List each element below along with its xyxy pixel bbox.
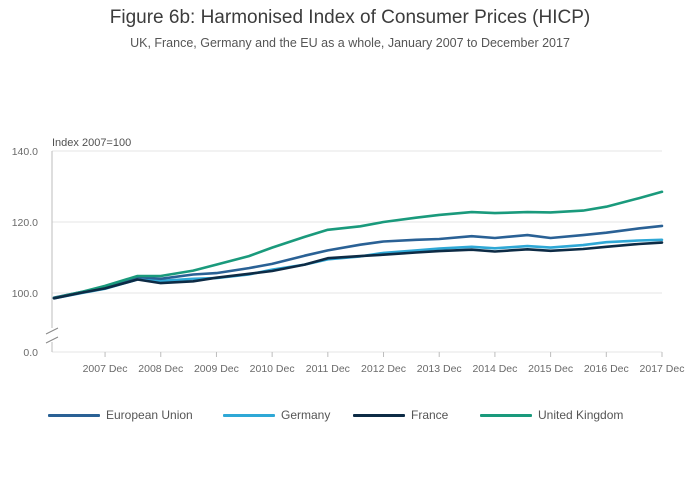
series-line-european-union [52, 224, 664, 299]
line-chart: 0.0 100.0 120.0 140.0 Index 2007=100 2007 Dec… [12, 137, 685, 375]
legend-label: European Union [106, 408, 193, 422]
x-tick-label: 2012 Dec [361, 363, 406, 375]
x-tick-label: 2015 Dec [528, 363, 573, 375]
legend-label: Germany [281, 408, 331, 422]
x-tick-label: 2017 Dec [640, 363, 685, 375]
x-tick-label: 2007 Dec [83, 363, 128, 375]
chart-title: Figure 6b: Harmonised Index of Consumer … [109, 7, 591, 28]
y-tick-label: 0.0 [23, 347, 38, 359]
chart-legend: European Union Germany France United Kingdo… [48, 408, 640, 422]
axis-break-mark [45, 327, 59, 344]
legend-item-european-union[interactable]: European Union [48, 408, 223, 422]
legend-swatch [223, 413, 275, 417]
legend-swatch [48, 413, 100, 417]
x-tick-label: 2013 Dec [417, 363, 462, 375]
x-tick-label: 2016 Dec [584, 363, 629, 375]
legend-item-germany[interactable]: Germany [223, 408, 353, 422]
x-tick-label: 2011 Dec [306, 363, 350, 375]
x-tick-label: 2010 Dec [250, 363, 295, 375]
legend-item-united-kingdom[interactable]: United Kingdom [480, 408, 640, 422]
y-axis-label: Index 2007=100 [52, 137, 131, 149]
x-tick-label: 2009 Dec [194, 363, 239, 375]
x-tick-label: 2008 Dec [138, 363, 183, 375]
series-line-france [52, 241, 664, 300]
legend-swatch [480, 413, 532, 417]
legend-label: France [411, 408, 449, 422]
y-tick-label: 140.0 [12, 146, 38, 158]
chart-subtitle: UK, France, Germany and the EU as a whol… [130, 36, 570, 50]
y-tick-label: 120.0 [12, 217, 38, 229]
legend-swatch [353, 413, 405, 417]
series-line-united-kingdom [52, 190, 664, 300]
y-tick-label: 100.0 [12, 288, 38, 300]
x-tick-label: 2014 Dec [472, 363, 517, 375]
legend-item-france[interactable]: France [353, 408, 480, 422]
legend-label: United Kingdom [538, 408, 624, 422]
